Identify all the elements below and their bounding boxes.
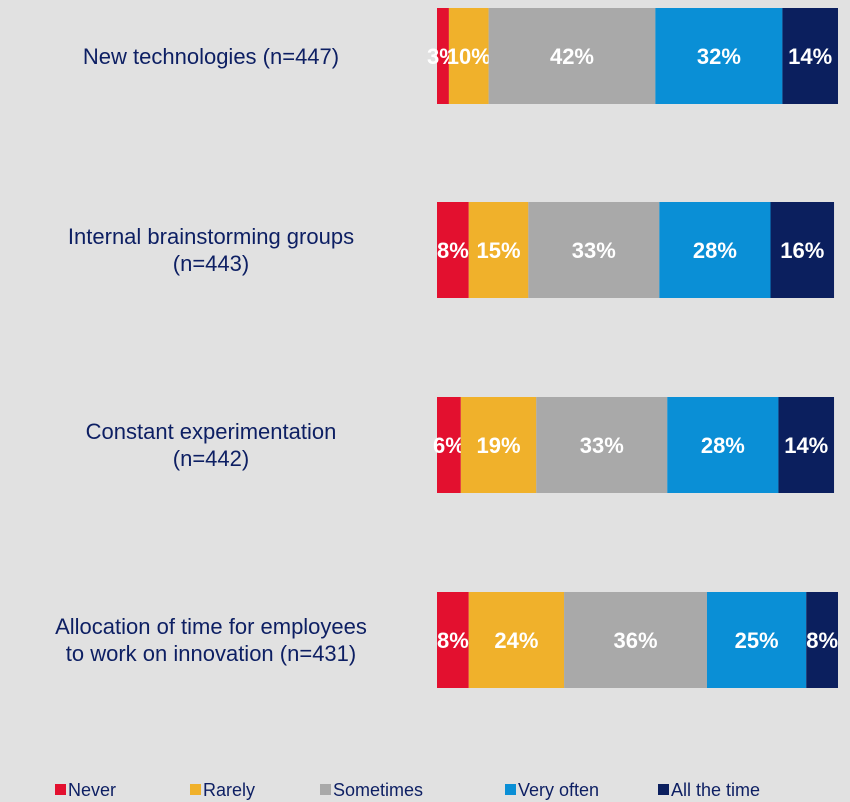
bar-segment bbox=[437, 397, 461, 493]
bar-segment bbox=[448, 8, 489, 104]
value-label: 15% bbox=[477, 238, 521, 263]
bar-segment bbox=[488, 8, 656, 104]
value-label: 25% bbox=[735, 628, 779, 653]
value-label: 33% bbox=[572, 238, 616, 263]
value-label: 10% bbox=[447, 44, 491, 69]
bar-segment bbox=[782, 8, 838, 104]
value-label: 14% bbox=[788, 44, 832, 69]
legend-label: Never bbox=[68, 780, 116, 800]
legend-swatch bbox=[190, 784, 201, 795]
value-label: 8% bbox=[437, 238, 469, 263]
value-label: 6% bbox=[433, 433, 465, 458]
legend-swatch bbox=[55, 784, 66, 795]
value-label: 19% bbox=[477, 433, 521, 458]
value-label: 28% bbox=[701, 433, 745, 458]
bar-segment bbox=[460, 397, 537, 493]
category-label: New technologies (n=447) bbox=[82, 43, 340, 69]
bar-segment bbox=[437, 202, 469, 298]
bar-segment bbox=[437, 592, 469, 688]
value-label: 8% bbox=[437, 628, 469, 653]
legend-label: All the time bbox=[671, 780, 760, 800]
value-label: 33% bbox=[580, 433, 624, 458]
value-label: 32% bbox=[697, 44, 741, 69]
legend-swatch bbox=[505, 784, 516, 795]
bar-segment bbox=[437, 8, 449, 104]
bar-segment bbox=[564, 592, 707, 688]
category-label: Internal brainstorming groups (n=443) bbox=[67, 224, 355, 276]
legend-swatch bbox=[320, 784, 331, 795]
value-label: 24% bbox=[494, 628, 538, 653]
bar-segment bbox=[468, 202, 529, 298]
bar-segment bbox=[778, 397, 835, 493]
value-label: 16% bbox=[780, 238, 824, 263]
bar-segment bbox=[706, 592, 807, 688]
bar-segment bbox=[659, 202, 771, 298]
value-label: 28% bbox=[693, 238, 737, 263]
value-label: 8% bbox=[806, 628, 838, 653]
legend-swatch bbox=[658, 784, 669, 795]
bar-segment bbox=[667, 397, 779, 493]
value-label: 14% bbox=[784, 433, 828, 458]
bar-segment bbox=[536, 397, 668, 493]
category-label: Allocation of time for employees to work… bbox=[55, 614, 367, 666]
legend-label: Very often bbox=[518, 780, 599, 800]
bar-segment bbox=[528, 202, 660, 298]
value-label: 42% bbox=[550, 44, 594, 69]
legend-label: Sometimes bbox=[333, 780, 423, 800]
bar-segment bbox=[468, 592, 565, 688]
bar-segment bbox=[806, 592, 838, 688]
legend-label: Rarely bbox=[203, 780, 255, 800]
category-label: Constant experimentation (n=442) bbox=[85, 419, 337, 471]
bar-segment bbox=[655, 8, 783, 104]
value-label: 36% bbox=[613, 628, 657, 653]
bar-segment bbox=[770, 202, 835, 298]
